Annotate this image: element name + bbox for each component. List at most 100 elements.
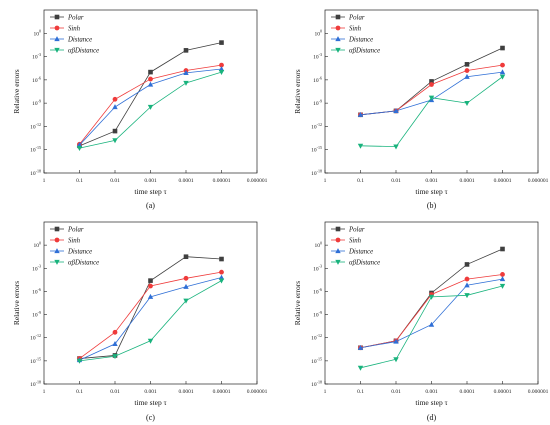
y-tick-label: 10-12 — [311, 122, 322, 131]
data-point — [76, 142, 83, 148]
legend-entry: Sinh — [68, 237, 81, 244]
data-point — [393, 108, 399, 114]
series-line — [360, 64, 503, 116]
x-tick-label: 0.000001 — [528, 389, 549, 395]
y-tick-label: 100 — [34, 241, 42, 250]
x-tick-label: 0.00001 — [213, 178, 231, 184]
y-axis-title: Relative errors — [293, 69, 302, 113]
y-tick-label: 10-18 — [30, 379, 41, 388]
y-tick-label: 100 — [34, 29, 42, 38]
series-polar — [77, 40, 224, 149]
legend-marker — [335, 36, 341, 42]
legend-entry: Polar — [348, 226, 365, 233]
data-point — [500, 272, 505, 277]
legend-entry: Sinh — [349, 25, 362, 32]
y-tick-label: 10-6 — [313, 75, 322, 84]
legend-marker — [335, 25, 341, 31]
data-point — [464, 282, 470, 288]
series-alphabetadistance — [357, 283, 506, 371]
x-tick-label: 0.00001 — [213, 389, 231, 395]
data-point — [183, 298, 189, 304]
data-point — [112, 104, 118, 110]
legend: Polar Sinh Distance αβDistance — [331, 14, 380, 54]
series-sinh — [77, 62, 224, 147]
y-tick-label: 10-9 — [32, 99, 41, 108]
x-axis-title: time step τ — [415, 187, 447, 196]
x-tick-label: 0.00001 — [494, 178, 512, 184]
data-point — [428, 95, 435, 101]
legend-entry: αβDistance — [349, 47, 380, 54]
series-polar — [358, 45, 505, 118]
data-point — [219, 62, 224, 68]
data-point — [218, 66, 225, 72]
y-tick-label: 10-9 — [313, 310, 322, 319]
y-tick-label: 10-6 — [32, 287, 41, 296]
plot-frame — [324, 9, 539, 174]
data-point — [183, 283, 189, 289]
x-tick-label: 0.000001 — [528, 178, 549, 184]
legend-marker — [335, 248, 341, 254]
data-point — [500, 45, 505, 51]
series-distance — [357, 69, 506, 117]
data-point — [357, 143, 364, 149]
series-distance — [76, 66, 225, 148]
series-line — [79, 280, 222, 362]
data-point — [218, 69, 225, 75]
legend-marker — [335, 226, 341, 232]
legend-entry: Distance — [348, 36, 373, 43]
data-point — [499, 74, 506, 80]
y-tick-label: 10-18 — [30, 168, 41, 177]
y-tick-label: 10-9 — [313, 99, 322, 108]
data-point — [499, 276, 506, 282]
data-point — [393, 338, 399, 344]
data-point — [183, 80, 189, 86]
x-tick-label: 0.0001 — [178, 389, 193, 395]
legend-marker — [335, 47, 341, 53]
data-point — [464, 293, 470, 299]
data-point — [76, 358, 83, 364]
x-tick-label: 0.01 — [110, 389, 120, 395]
x-tick-label: 0.001 — [425, 389, 438, 395]
data-point — [112, 329, 118, 335]
x-tick-label: 0.0001 — [459, 389, 474, 395]
y-tick-label: 10-3 — [32, 264, 41, 273]
y-tick-label: 10-6 — [313, 287, 322, 296]
panel-a: 1 0.1 0.01 0.001 0.0001 0.00001 0.000001 10-18 1… — [12, 9, 268, 210]
legend-entry: Sinh — [68, 25, 81, 32]
data-point — [147, 81, 154, 87]
data-point — [148, 76, 153, 82]
series-alphabetadistance — [357, 74, 506, 150]
data-point — [183, 275, 189, 281]
data-point — [112, 340, 118, 346]
data-point — [357, 344, 364, 350]
series-line — [360, 274, 503, 349]
x-axis-title: time step τ — [134, 187, 166, 196]
x-axis-title: time step τ — [134, 398, 166, 407]
data-point — [464, 68, 470, 73]
legend-marker — [54, 14, 60, 20]
x-tick-label: 0.000001 — [247, 178, 268, 184]
x-tick-label: 0.01 — [391, 389, 401, 395]
x-tick-label: 0.00001 — [494, 389, 512, 395]
data-point — [464, 73, 470, 79]
y-axis-title: Relative errors — [293, 281, 302, 325]
data-point — [393, 357, 399, 363]
y-tick-label: 10-3 — [313, 264, 322, 273]
data-point — [147, 293, 154, 299]
data-point — [219, 40, 224, 45]
x-tick-label: 1 — [43, 178, 46, 184]
data-point — [218, 274, 225, 280]
panel-b: 1 0.1 0.01 0.001 0.0001 0.00001 0.000001 10-18 1… — [293, 9, 549, 210]
y-tick-label: 10-12 — [30, 333, 41, 342]
y-tick-label: 10-15 — [311, 356, 322, 365]
y-axis-title: Relative errors — [12, 69, 21, 113]
data-point — [76, 146, 83, 152]
data-point — [429, 82, 434, 87]
series-line — [360, 76, 503, 148]
data-point — [148, 278, 153, 283]
x-tick-label: 0.1 — [76, 178, 83, 184]
series-sinh — [358, 62, 505, 118]
data-point — [429, 79, 434, 84]
data-point — [393, 144, 399, 150]
y-tick-label: 10-9 — [32, 310, 41, 319]
